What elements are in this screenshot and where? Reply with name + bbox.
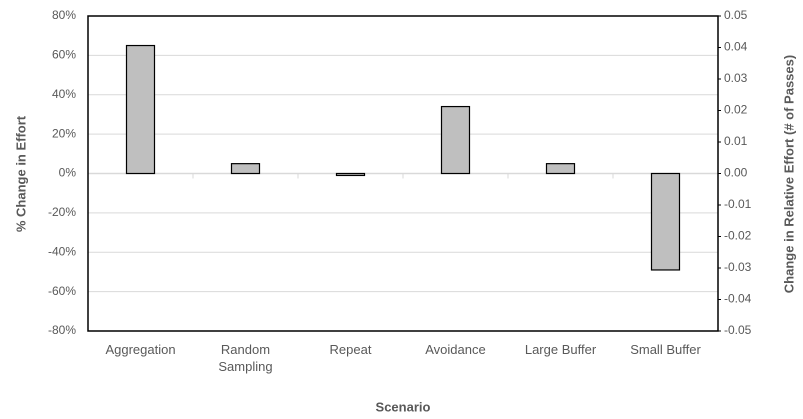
y-tick-label: 40% [52,87,76,101]
bar [650,172,681,271]
y-tick-label: 0% [59,166,77,180]
bar [125,44,156,175]
x-tick-label: Avoidance [425,342,486,357]
x-tick-label: Large Buffer [524,342,597,357]
bar [335,172,366,177]
x-tick-label: Random Sampling [218,342,273,374]
bar [440,105,471,175]
y-tick-label: 20% [52,126,76,140]
y-axis-title: % Change in Effort [13,115,28,232]
bar [230,163,261,175]
y2-tick-label: 0.05 [724,8,748,22]
y2-tick-label: -0.03 [724,260,752,274]
plot-border [87,15,719,332]
y2-tick-label: -0.02 [724,229,752,243]
x-tick-label: Repeat [329,342,372,357]
y-tick-label: -20% [48,205,76,219]
y2-tick-label: 0.00 [724,166,748,180]
y2-tick-label: 0.01 [724,134,748,148]
y2-axis-title: Change in Relative Effort (# of Passes) [781,55,796,293]
y2-tick-label: 0.04 [724,40,748,54]
x-tick-label: Aggregation [105,342,176,357]
y-tick-label: -40% [48,244,76,258]
bar [545,163,576,175]
y-tick-label: -60% [48,284,76,298]
y2-tick-label: 0.03 [724,71,748,85]
y-tick-label: 80% [52,8,76,22]
y2-tick-label: -0.01 [724,197,752,211]
y2-tick-label: -0.05 [724,323,752,337]
x-axis-title: Scenario [376,399,431,414]
y2-tick-label: 0.02 [724,103,748,117]
x-tick-label: Small Buffer [630,342,701,357]
y-tick-label: 60% [52,48,76,62]
y-tick-label: -80% [48,323,76,337]
y2-tick-label: -0.04 [724,292,752,306]
